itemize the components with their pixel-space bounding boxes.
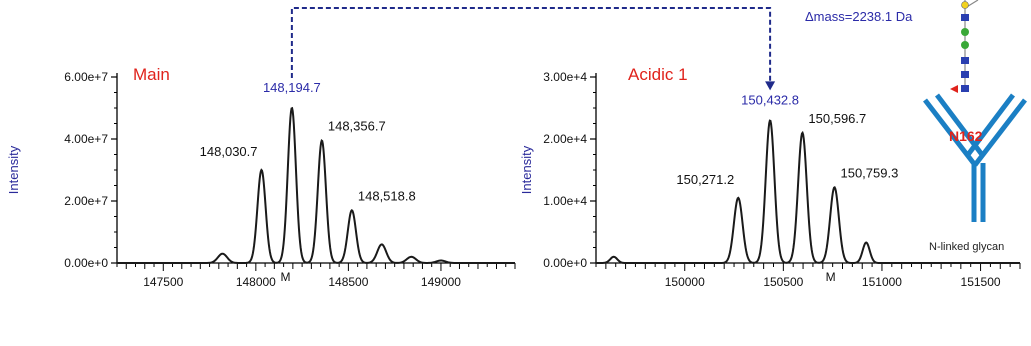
mannose-icon: [961, 28, 969, 36]
glycosylation-site-label: N162: [949, 128, 983, 144]
connector-dashed-line: [290, 7, 772, 83]
glcnac-icon: [961, 71, 969, 78]
spectrum-curve: [596, 119, 1020, 264]
glycan-antibody-diagram: N162 N-linked glycan: [923, 0, 1027, 253]
peak-label: 148,194.7: [263, 80, 321, 95]
delta-mass-label: Δmass=2238.1 Da: [805, 9, 913, 24]
x-tick-label: 151500: [961, 275, 1001, 289]
panel-label: Main: [133, 65, 170, 84]
x-tick-label: 147500: [143, 275, 183, 289]
y-tick-label: 1.00e+4: [543, 194, 587, 208]
y-tick-label: 4.00e+7: [64, 132, 108, 146]
delta-mass-connector: Δmass=2238.1 Da: [290, 7, 913, 91]
connector-arrowhead: [765, 81, 776, 91]
peak-label: 150,759.3: [840, 165, 898, 180]
x-tick-label: 150000: [665, 275, 705, 289]
y-tick-label: 2.00e+4: [543, 132, 587, 146]
acidic-spectrum-panel: 0.00e+0 1.00e+4 2.00e+4 3.00e+4 150000 150500…: [519, 65, 1021, 289]
peak-label: 150,271.2: [676, 172, 734, 187]
y-tick-label: 2.00e+7: [64, 194, 108, 208]
x-tick-label: 148000: [236, 275, 276, 289]
glycan-structure: [950, 0, 979, 93]
peak-label: 150,596.7: [808, 111, 866, 126]
glcnac-icon: [961, 14, 969, 21]
mannose-icon: [961, 41, 969, 49]
spectrum-curve: [117, 106, 515, 264]
y-tick-label: 0.00e+0: [64, 256, 108, 270]
peak-label: 148,356.7: [328, 119, 386, 134]
x-tick-label: 151000: [862, 275, 902, 289]
main-spectrum-panel: 0.00e+0 2.00e+7 4.00e+7 6.00e+7 147500 148000…: [6, 65, 516, 289]
x-tick-label: 149000: [421, 275, 461, 289]
y-axis-title: Intensity: [519, 145, 534, 194]
y-tick-label: 3.00e+4: [543, 70, 587, 84]
x-tick-label: 150500: [763, 275, 803, 289]
glycan-caption: N-linked glycan: [929, 241, 1004, 253]
m-marker-label: M: [280, 270, 290, 284]
y-tick-label: 0.00e+0: [543, 256, 587, 270]
x-tick-label: 148500: [328, 275, 368, 289]
galactose-icon: [961, 1, 969, 9]
y-axis-title: Intensity: [6, 145, 21, 194]
peak-label: 148,518.8: [358, 188, 416, 203]
m-marker-label: M: [826, 270, 836, 284]
fucose-icon: [950, 85, 958, 93]
panel-label: Acidic 1: [628, 65, 688, 84]
peak-label: 150,432.8: [741, 92, 799, 107]
glcnac-icon: [961, 85, 969, 92]
y-tick-label: 6.00e+7: [64, 70, 108, 84]
antibody-icon: [923, 93, 1027, 222]
glcnac-icon: [961, 57, 969, 64]
peak-label: 148,030.7: [200, 144, 258, 159]
